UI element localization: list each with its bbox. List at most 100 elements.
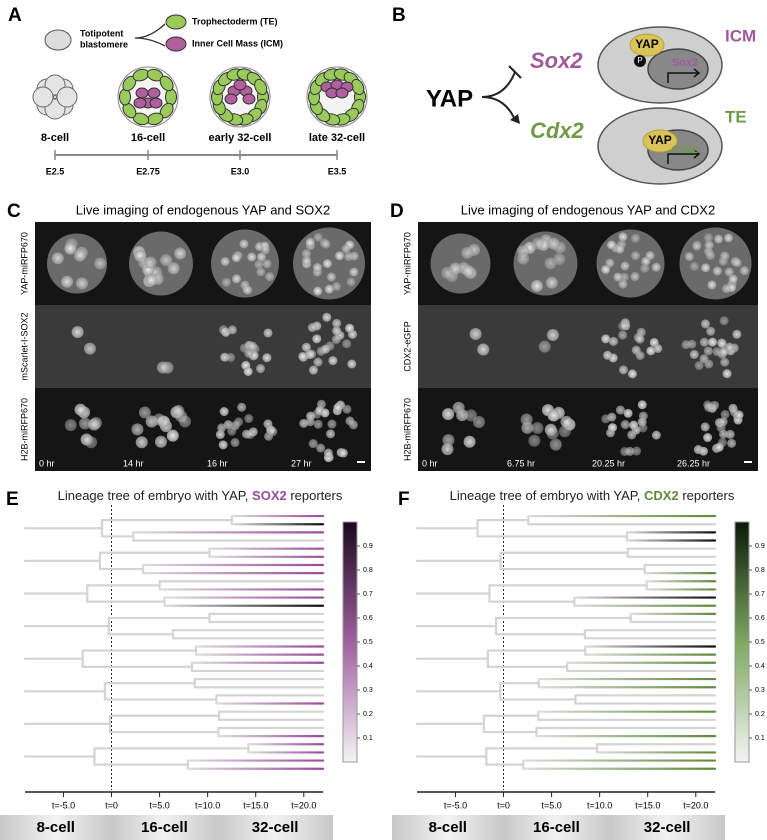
nucleus xyxy=(344,252,354,262)
row-label: mScarlet-I-SOX2 xyxy=(19,312,29,380)
nucleus xyxy=(627,430,637,440)
nucleus xyxy=(632,446,642,456)
nucleus xyxy=(135,436,148,449)
timestamp: 14 hr xyxy=(123,458,144,468)
nucleus xyxy=(239,343,249,353)
panel-title: Lineage tree of embryo with YAP, SOX2 re… xyxy=(58,488,343,503)
title-part: Lineage tree of embryo with YAP, xyxy=(58,488,252,503)
nucleus xyxy=(701,263,711,273)
nucleus xyxy=(331,334,341,344)
nucleus xyxy=(312,263,322,273)
nucleus xyxy=(547,409,560,422)
nucleus xyxy=(739,266,749,276)
colorbar-label: 0.6 xyxy=(363,615,373,622)
colorbar-label: 0.2 xyxy=(363,711,373,718)
nucleus xyxy=(465,409,478,422)
nucleus xyxy=(704,359,714,369)
nucleus xyxy=(472,415,485,428)
nucleus xyxy=(73,249,86,262)
yap-label: YAP xyxy=(648,133,672,147)
stage-label: 32-cell xyxy=(252,819,299,836)
nucleus xyxy=(218,440,228,450)
nucleus xyxy=(338,448,348,458)
nucleus xyxy=(720,409,730,419)
colorbar-label: 0.5 xyxy=(363,639,373,646)
te-icon xyxy=(165,14,187,30)
nucleus xyxy=(704,240,714,250)
nucleus xyxy=(637,400,647,410)
nucleus xyxy=(712,347,722,357)
nucleus xyxy=(332,281,342,291)
nucleus xyxy=(247,252,257,262)
image-tile xyxy=(588,388,673,471)
nucleus xyxy=(74,403,87,416)
nucleus xyxy=(517,252,530,265)
colorbar-label: 0.1 xyxy=(755,735,765,742)
nucleus xyxy=(700,422,710,432)
nucleus xyxy=(313,419,323,429)
nucleus xyxy=(166,429,179,442)
image-tile xyxy=(418,305,503,388)
panel-title: Live imaging of endogenous YAP and SOX2 xyxy=(76,202,330,217)
x-tick-label: t=0 xyxy=(497,800,510,810)
nucleus xyxy=(263,328,273,338)
nucleus xyxy=(256,267,266,277)
gene-label: Sox2 xyxy=(672,57,698,69)
nucleus xyxy=(71,326,84,339)
nucleus xyxy=(307,349,317,359)
colorbar-label: 0.7 xyxy=(755,591,765,598)
panel-label: D xyxy=(390,201,404,222)
nucleus xyxy=(615,244,625,254)
stage-label: 8-cell xyxy=(41,132,69,144)
nucleus xyxy=(94,257,107,270)
nucleus xyxy=(174,247,187,260)
nucleus xyxy=(349,267,359,277)
nucleus xyxy=(308,439,318,449)
nucleus xyxy=(237,402,247,412)
nucleus xyxy=(651,262,661,272)
nucleus xyxy=(689,261,699,271)
nucleus xyxy=(714,234,724,244)
nucleus xyxy=(301,249,311,259)
colorbar xyxy=(342,521,358,763)
timestamp: 26.25 hr xyxy=(677,458,710,468)
nucleus xyxy=(301,342,311,352)
colorbar-label: 0.5 xyxy=(755,639,765,646)
nucleus xyxy=(700,319,710,329)
nucleus xyxy=(520,413,533,426)
timestamp: 6.75 hr xyxy=(507,458,535,468)
nucleus xyxy=(653,343,663,353)
x-tick-label: t=-5.0 xyxy=(444,800,467,810)
stage-band xyxy=(111,815,218,840)
nucleus xyxy=(647,48,709,90)
phospho xyxy=(634,55,646,67)
nucleus xyxy=(719,316,729,326)
nucleus xyxy=(88,418,101,431)
nucleus xyxy=(328,356,338,366)
title-part: SOX2 xyxy=(252,488,287,503)
nucleus xyxy=(636,327,646,337)
title-part: Lineage tree of embryo with YAP, xyxy=(450,488,644,503)
nucleus xyxy=(260,245,270,255)
cell-type: TE xyxy=(725,107,747,126)
x-tick-label: t=15.0 xyxy=(243,800,268,810)
icm-cell xyxy=(224,93,238,105)
timestamp: 0 hr xyxy=(39,458,55,468)
nucleus xyxy=(244,414,254,424)
gene-arrow xyxy=(667,149,701,164)
nucleus xyxy=(218,325,228,335)
nucleus xyxy=(712,266,722,276)
blastomere-label: Totipotent xyxy=(80,28,123,38)
blastomere xyxy=(56,86,78,108)
nucleus xyxy=(724,233,734,243)
row-label: CDX2-eGFP xyxy=(402,321,412,372)
nucleus xyxy=(265,272,275,282)
stage-label: late 32-cell xyxy=(309,132,365,144)
nucleus xyxy=(717,339,727,349)
nucleus xyxy=(217,423,227,433)
nucleus xyxy=(608,336,618,346)
image-tile xyxy=(35,305,119,388)
nucleus xyxy=(724,267,734,277)
colorbar-label: 0.2 xyxy=(755,711,765,718)
